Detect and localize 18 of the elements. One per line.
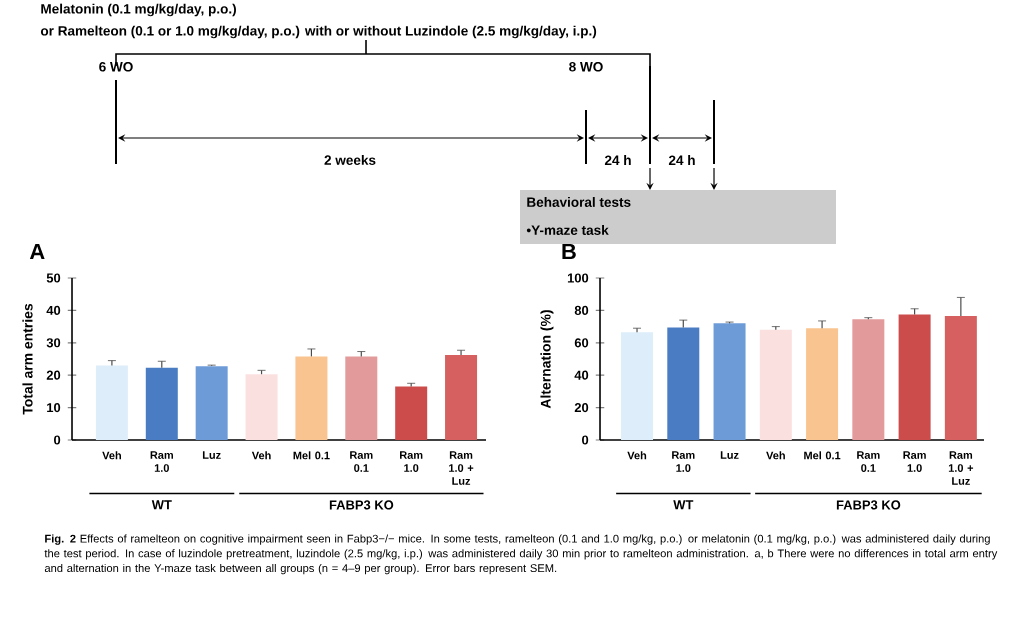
bar xyxy=(852,319,885,440)
bar xyxy=(806,328,839,440)
bar xyxy=(95,365,128,440)
bar xyxy=(245,374,278,440)
bar xyxy=(445,355,478,440)
bar xyxy=(713,323,746,440)
bar xyxy=(667,327,700,440)
bar xyxy=(898,314,931,440)
bar xyxy=(395,386,428,440)
bar xyxy=(944,316,977,440)
bar xyxy=(195,366,228,440)
bar xyxy=(295,356,328,440)
chart-title: A xyxy=(29,243,45,259)
bar xyxy=(759,329,792,440)
bar xyxy=(345,356,378,440)
bar xyxy=(145,367,178,440)
bar xyxy=(621,332,654,440)
chart-title: B xyxy=(562,243,576,259)
